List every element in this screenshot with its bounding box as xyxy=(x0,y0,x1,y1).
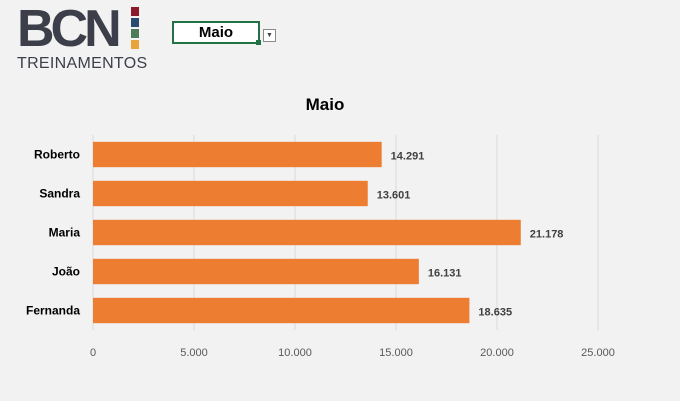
data-label: 18.635 xyxy=(478,307,512,319)
x-tick-label: 20.000 xyxy=(480,347,514,359)
month-selector-value: Maio xyxy=(198,24,234,41)
category-label: Maria xyxy=(49,226,81,240)
bar xyxy=(93,141,382,168)
category-label: Fernanda xyxy=(26,304,80,318)
data-label: 21.178 xyxy=(530,229,564,241)
category-labels: Roberto Sandra Maria João Fernanda xyxy=(26,148,80,318)
x-tick-labels: 0 5.000 10.000 15.000 20.000 25.000 xyxy=(90,347,615,359)
bar xyxy=(93,258,419,285)
x-tick-label: 0 xyxy=(90,347,96,359)
month-selector[interactable]: Maio xyxy=(172,21,261,45)
category-label: Roberto xyxy=(34,148,80,162)
x-tick-label: 10.000 xyxy=(278,347,312,359)
bars xyxy=(93,141,521,324)
logo-square-2 xyxy=(131,18,139,27)
data-labels: 14.291 13.601 21.178 16.131 18.635 xyxy=(377,151,564,319)
logo-square-4 xyxy=(131,40,139,49)
bcn-logo: BCN TREINAMENTOS xyxy=(17,3,147,75)
category-label: João xyxy=(52,265,80,279)
logo-sub-text: TREINAMENTOS xyxy=(17,55,148,72)
bar xyxy=(93,219,521,246)
x-tick-label: 25.000 xyxy=(581,347,615,359)
data-label: 14.291 xyxy=(391,151,425,163)
logo-square-3 xyxy=(131,29,139,38)
bar xyxy=(93,297,470,324)
data-label: 13.601 xyxy=(377,190,411,202)
dropdown-arrow-icon[interactable]: ▼ xyxy=(263,29,276,42)
category-label: Sandra xyxy=(39,187,80,201)
logo-main-text: BCN xyxy=(17,0,122,58)
chart-title: Maio xyxy=(306,95,345,114)
logo-square-1 xyxy=(131,7,139,16)
logo-color-squares xyxy=(131,7,139,51)
x-tick-label: 5.000 xyxy=(180,347,208,359)
x-tick-label: 15.000 xyxy=(379,347,413,359)
cell-fill-handle[interactable] xyxy=(256,40,261,45)
bar xyxy=(93,180,368,207)
data-label: 16.131 xyxy=(428,268,462,280)
